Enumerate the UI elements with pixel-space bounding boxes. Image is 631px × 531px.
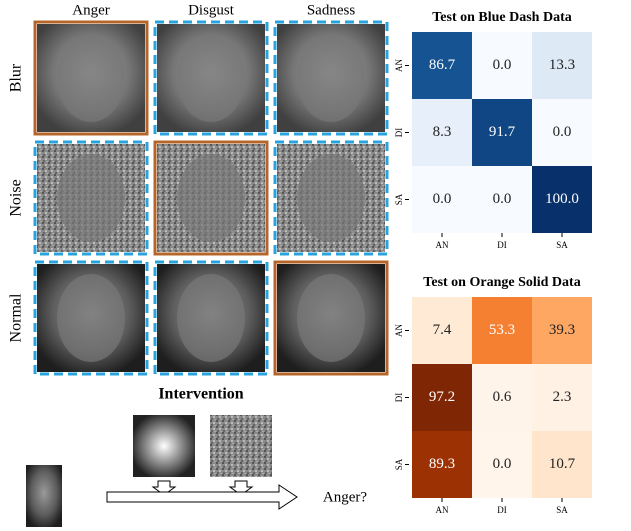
y-tick-label: AN [394,59,404,72]
cell-label: 86.7 [429,57,456,73]
y-tick-label: SA [394,193,404,205]
face-shape [57,274,125,362]
cell-label: 39.3 [549,322,575,338]
y-tick-label: DI [394,393,404,403]
face-shape [177,154,245,242]
y-tick-label: DI [394,128,404,138]
flow-arrow [107,485,297,509]
column-label: Anger [72,2,110,18]
cell-label: 91.7 [489,124,516,140]
cell-label: 97.2 [429,389,455,405]
cell-label: 100.0 [545,191,579,207]
cell-label: 10.7 [549,456,576,472]
chart-title: Test on Blue Dash Data [432,10,572,25]
cell-label: 89.3 [429,456,455,472]
cell-label: 0.0 [553,124,572,140]
x-tick-label: DI [497,505,507,515]
chart-title: Test on Orange Solid Data [423,275,580,290]
cell-label: 13.3 [549,57,575,73]
x-tick-label: SA [556,240,568,250]
x-tick-label: DI [497,240,507,250]
column-label: Disgust [188,2,235,18]
noise-kernel [210,415,272,477]
row-label: Normal [8,293,25,342]
intervention-title: Intervention [158,386,243,403]
column-label: Sadness [307,2,355,18]
cell-label: 0.6 [493,389,512,405]
figure: Intervention Anger? Anger Disgust Sadness B… [0,0,631,531]
cell-label: 0.0 [433,191,452,207]
cell-label: 53.3 [489,322,515,338]
cell-label: 0.0 [493,191,512,207]
face-shape [297,34,365,122]
y-tick-label: SA [394,458,404,470]
input-face [26,465,62,527]
y-tick-label: AN [394,324,404,337]
blur-kernel [133,415,195,477]
cell-label: 0.0 [493,57,512,73]
face-shape [177,274,245,362]
face-shape [57,154,125,242]
face-shape [177,34,245,122]
cell-label: 8.3 [433,124,452,140]
face-shape [297,154,365,242]
row-label: Noise [8,179,25,216]
prediction: Anger? [323,489,367,505]
cell-label: 2.3 [553,389,572,405]
face-shape [297,274,365,362]
face-shape [57,34,125,122]
cell-label: 0.0 [493,456,512,472]
row-label: Blur [8,63,25,92]
x-tick-label: SA [556,505,568,515]
cell-label: 7.4 [433,322,452,338]
x-tick-label: AN [436,240,449,250]
x-tick-label: AN [436,505,449,515]
